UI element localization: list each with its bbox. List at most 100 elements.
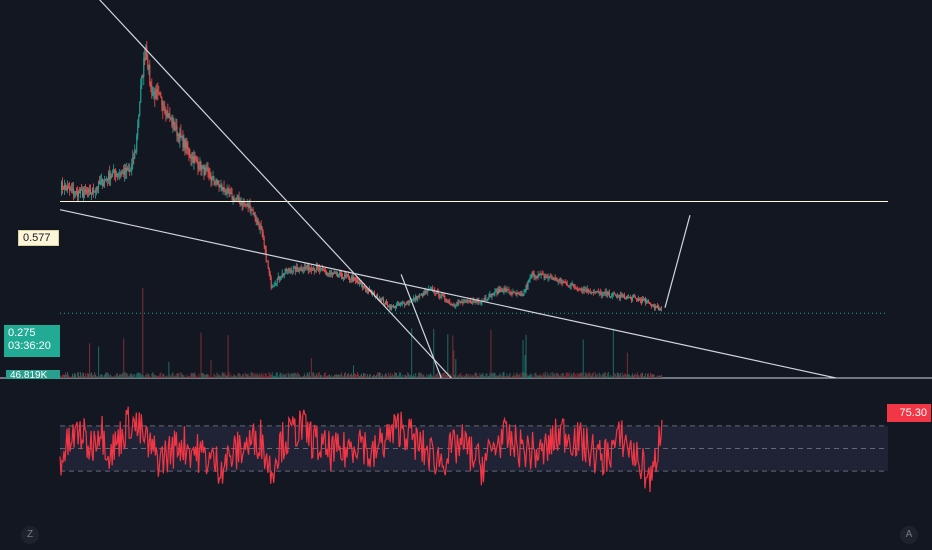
candle-body: [546, 277, 548, 279]
volume-bar: [527, 375, 529, 378]
volume-bar: [369, 374, 371, 378]
trendline: [400, 274, 442, 378]
candle-body: [118, 174, 120, 176]
volume-bar: [554, 375, 556, 378]
candle-body: [488, 294, 490, 300]
volume-bar: [158, 375, 160, 378]
volume-bar: [125, 372, 127, 378]
candle-body: [343, 274, 345, 278]
candle-body: [311, 269, 313, 271]
candle-body: [617, 294, 619, 296]
volume-bar: [275, 372, 277, 378]
candle-body: [241, 202, 243, 206]
volume-bar: [285, 373, 287, 378]
volume-bar: [112, 376, 114, 378]
volume-bar: [220, 376, 222, 378]
volume-bar: [393, 375, 395, 378]
candle-body: [646, 300, 648, 302]
candle-body: [568, 285, 570, 287]
volume-bar: [509, 372, 511, 378]
candle-body: [195, 158, 197, 160]
candle-body: [144, 58, 146, 60]
candle-body: [275, 283, 277, 285]
candle-body: [618, 294, 620, 298]
volume-bar: [453, 350, 455, 378]
volume-bar: [511, 376, 513, 378]
candle-body: [175, 125, 177, 130]
volume-bar: [531, 376, 533, 378]
candle-body: [608, 292, 610, 297]
candle-body: [506, 289, 508, 292]
volume-bar: [306, 372, 308, 378]
candle-body: [313, 268, 315, 271]
volume-bar: [234, 375, 236, 378]
volume-bar: [262, 373, 264, 378]
volume-bar: [399, 372, 401, 378]
volume-bar: [173, 376, 175, 378]
candle-body: [354, 278, 356, 281]
horizontal-line-price-label[interactable]: 0.577: [18, 230, 59, 246]
volume-bar: [544, 372, 546, 378]
candle-body: [561, 281, 563, 283]
candle-body: [190, 157, 192, 160]
volume-bar: [400, 372, 402, 378]
volume-bar: [76, 376, 78, 378]
volume-bar: [327, 374, 329, 378]
candle-body: [381, 299, 383, 302]
volume-bar: [130, 373, 132, 378]
candle-body: [537, 275, 539, 278]
volume-bar: [343, 373, 345, 378]
candle-body: [174, 129, 176, 131]
candle-body: [103, 183, 105, 187]
volume-bar: [477, 375, 479, 378]
volume-bar: [229, 376, 231, 378]
volume-bar: [210, 359, 212, 378]
volume-bar: [288, 374, 290, 378]
zoom-button[interactable]: Z: [21, 526, 39, 544]
candle-body: [149, 64, 151, 85]
candle-body: [399, 304, 401, 306]
volume-bar: [622, 375, 624, 378]
candle-body: [640, 300, 642, 303]
candle-body: [288, 268, 290, 271]
candle-body: [650, 305, 652, 307]
candle-body: [438, 291, 440, 297]
volume-bar: [355, 374, 357, 378]
volume-bar: [185, 376, 187, 378]
volume-bar: [217, 375, 219, 378]
volume-bar: [266, 376, 268, 378]
candle-body: [519, 293, 521, 295]
volume-bar: [482, 372, 484, 378]
volume-bar: [465, 373, 467, 378]
candle-body: [448, 301, 450, 303]
candle-body: [586, 288, 588, 293]
candle-body: [227, 188, 229, 190]
volume-bar: [614, 373, 616, 378]
volume-bar: [629, 376, 631, 378]
candle-body: [551, 278, 553, 280]
volume-bar: [565, 372, 567, 378]
candle-body: [409, 301, 411, 303]
candle-body: [522, 295, 524, 297]
volume-bar: [299, 376, 301, 378]
candle-body: [591, 291, 593, 293]
candle-body: [107, 178, 109, 181]
volume-bar: [652, 374, 654, 378]
candle-body: [150, 84, 152, 88]
candle-body: [432, 287, 434, 292]
candle-body: [230, 192, 232, 194]
candle-body: [417, 296, 419, 300]
candle-body: [102, 179, 104, 187]
candle-body: [137, 126, 139, 136]
candle-body: [277, 276, 279, 280]
candle-body: [562, 281, 564, 283]
volume-bar: [653, 374, 655, 378]
volume-bar: [242, 373, 244, 378]
candle-body: [524, 290, 526, 292]
candle-body: [84, 189, 86, 193]
candle-body: [473, 300, 475, 302]
auto-scale-button[interactable]: A: [900, 526, 918, 544]
volume-bar: [604, 372, 606, 378]
volume-bar: [151, 373, 153, 378]
